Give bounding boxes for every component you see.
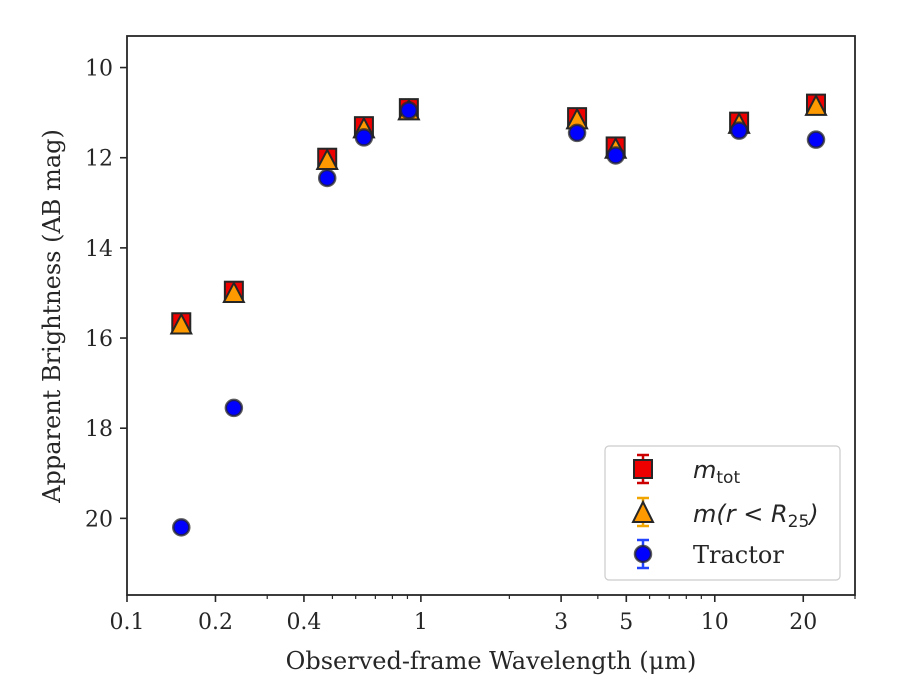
legend-mr25-triangle-marker xyxy=(631,499,655,523)
y-axis-ticks: 10 12 14 16 18 20 xyxy=(85,57,127,532)
legend-tractor-label: Tractor xyxy=(693,541,784,569)
legend-mtot-main: m xyxy=(693,456,716,484)
legend-mtot-sub: tot xyxy=(716,468,740,488)
x-tick-label: 3 xyxy=(554,610,568,635)
y-tick-label: 16 xyxy=(85,327,113,352)
x-tick-label: 10 xyxy=(701,610,729,635)
legend-mr25-tail: ) xyxy=(807,500,818,528)
plot-frame xyxy=(126,35,856,596)
legend: mtot m(r < R25) Tractor xyxy=(604,445,841,581)
y-tick-label: 12 xyxy=(85,147,113,172)
x-tick-label: 0.2 xyxy=(198,610,233,635)
point-tractor xyxy=(567,123,587,143)
point-mr25 xyxy=(169,312,193,335)
point-tractor xyxy=(172,518,191,537)
x-tick-label: 0.1 xyxy=(110,610,145,635)
y-tick-label: 14 xyxy=(85,237,113,262)
point-tractor xyxy=(729,121,749,140)
point-tractor xyxy=(224,398,244,418)
point-mr25 xyxy=(222,280,246,303)
legend-mr25-label: m(r < R25) xyxy=(693,500,819,532)
point-mr25 xyxy=(804,93,828,116)
point-tractor xyxy=(606,146,625,165)
x-tick-label: 20 xyxy=(789,610,817,635)
y-tick-label: 20 xyxy=(85,507,113,532)
legend-box xyxy=(604,445,841,581)
legend-entry-mr25: m(r < R25) xyxy=(631,496,819,532)
x-axis-ticks: 0.1 0.2 0.4 1 3 5 10 20 xyxy=(110,595,856,635)
legend-mtot-square-marker xyxy=(633,459,653,479)
y-tick-label: 10 xyxy=(85,57,113,82)
legend-mr25-sub: 25 xyxy=(788,512,810,532)
y-axis-label: Apparent Brightness (AB mag) xyxy=(38,129,66,504)
data-marks xyxy=(169,93,828,537)
y-tick-label: 18 xyxy=(85,417,113,442)
legend-entry-tractor: Tractor xyxy=(633,538,784,570)
point-tractor xyxy=(317,168,337,188)
legend-tractor-circle-marker xyxy=(633,544,653,564)
x-tick-label: 1 xyxy=(414,610,428,635)
point-tractor xyxy=(399,101,419,120)
x-tick-label: 0.4 xyxy=(286,610,321,635)
point-tractor xyxy=(806,130,826,149)
legend-mtot-label: mtot xyxy=(693,456,740,488)
legend-entry-mtot: mtot xyxy=(633,453,740,488)
point-tractor xyxy=(354,128,374,147)
legend-mr25-main: m(r < R xyxy=(693,500,788,528)
x-tick-label: 5 xyxy=(619,610,633,635)
x-axis-label: Observed-frame Wavelength (μm) xyxy=(286,647,697,675)
